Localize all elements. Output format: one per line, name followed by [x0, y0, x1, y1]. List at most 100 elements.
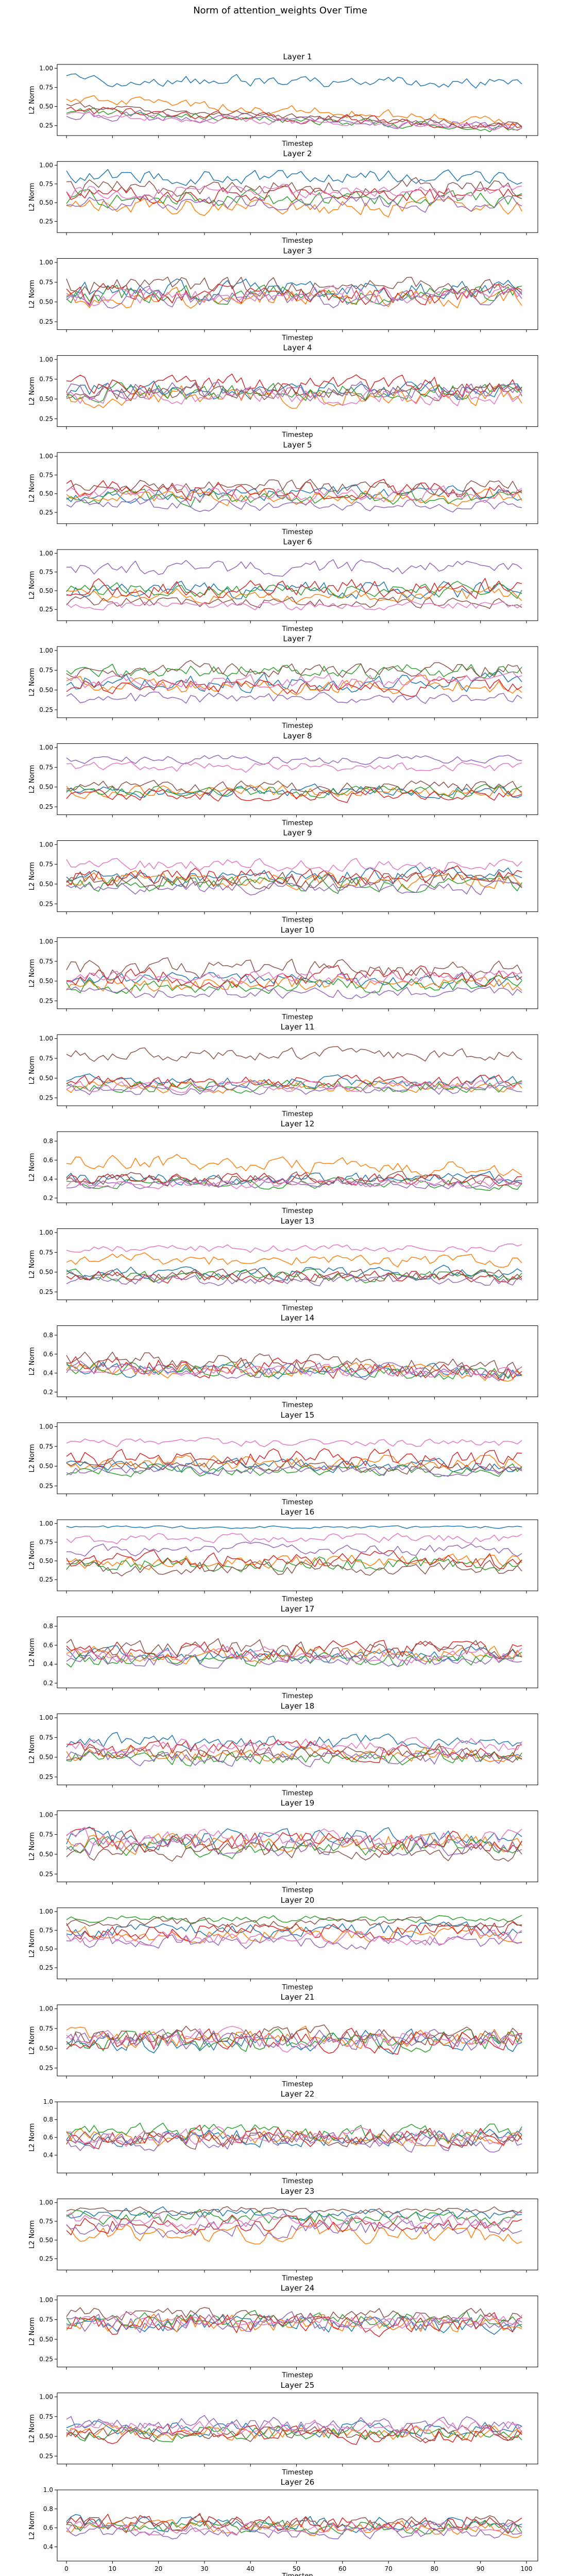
- series-line: [66, 2221, 522, 2245]
- y-tick-label: 0.6: [43, 1641, 53, 1649]
- y-tick-label: 1.00: [39, 2393, 53, 2400]
- series-line: [66, 1550, 522, 1570]
- y-axis-label: L2 Norm: [28, 862, 36, 890]
- y-axis-label: L2 Norm: [28, 1735, 36, 1764]
- subplot: Layer 15 1.00 0.75 0.50 0.25 Timestep L2 Norm: [28, 1410, 538, 1506]
- series-line: [66, 1171, 522, 1186]
- x-tick-label: 70: [384, 2565, 392, 2572]
- series-group: [66, 1046, 522, 1095]
- series-line: [66, 1352, 522, 1376]
- x-tick-label: 30: [200, 2565, 208, 2572]
- series-line: [66, 285, 522, 309]
- series-line: [66, 184, 522, 200]
- y-tick-label: 0.50: [39, 2045, 53, 2052]
- subplot: Layer 9 1.00 0.75 0.50 0.25 Timestep L2 Norm: [28, 828, 538, 924]
- y-axis-label: L2 Norm: [28, 2317, 36, 2346]
- subplot-title: Layer 13: [281, 1216, 315, 1225]
- series-line: [66, 1268, 522, 1283]
- subplot: Layer 25 1.00 0.75 0.50 0.25 Timestep L2 Norm: [28, 2381, 538, 2477]
- y-tick-label: 0.4: [43, 2152, 53, 2159]
- series-line: [66, 2514, 522, 2532]
- subplot: Layer 6 1.00 0.75 0.50 0.25 Timestep L2 Norm: [28, 537, 538, 633]
- plot-frame: [57, 64, 538, 136]
- y-tick-label: 0.25: [39, 1773, 53, 1781]
- y-tick-label: 0.25: [39, 2452, 53, 2459]
- y-axis-label: L2 Norm: [28, 1638, 36, 1667]
- subplot: Layer 18 1.00 0.75 0.50 0.25 Timestep L2 Norm: [28, 1701, 538, 1797]
- series-line: [66, 382, 522, 402]
- y-tick-label: 0.8: [43, 1332, 53, 1339]
- y-tick-label: 0.25: [39, 1576, 53, 1583]
- series-line: [66, 670, 522, 693]
- subplot-title: Layer 4: [283, 343, 312, 353]
- series-line: [66, 1178, 522, 1189]
- series-line: [66, 754, 522, 765]
- series-line: [66, 1046, 522, 1062]
- subplot: Layer 13 1.00 0.75 0.50 0.25 Timestep L2 Norm: [28, 1216, 538, 1312]
- subplot-title: Layer 22: [281, 2089, 315, 2099]
- series-line: [66, 663, 522, 679]
- y-tick-label: 0.8: [43, 1623, 53, 1630]
- y-tick-label: 0.6: [43, 2524, 53, 2532]
- x-axis-label: Timestep: [282, 334, 313, 342]
- subplot: Layer 17 0.8 0.6 0.4 0.2 Timestep L2 Norm: [28, 1604, 538, 1700]
- y-tick-label: 0.25: [39, 997, 53, 1004]
- plot-frame: [57, 1519, 538, 1591]
- subplot: Layer 7 1.00 0.75 0.50 0.25 Timestep L2 Norm: [28, 634, 538, 730]
- y-tick-label: 0.2: [43, 1194, 53, 1202]
- series-line: [66, 580, 522, 599]
- x-axis-label: Timestep: [282, 1692, 313, 1700]
- series-line: [66, 1640, 522, 1662]
- series-line: [66, 1921, 522, 1939]
- x-tick-label: 80: [431, 2565, 438, 2572]
- series-line: [66, 1929, 522, 1946]
- series-group: [66, 1243, 522, 1287]
- series-group: [66, 478, 522, 513]
- y-axis-label: L2 Norm: [28, 1929, 36, 1957]
- subplot-title: Layer 8: [283, 731, 312, 740]
- series-line: [66, 1748, 522, 1768]
- series-line: [66, 1933, 522, 1950]
- series-group: [66, 1638, 522, 1669]
- series-line: [66, 2424, 522, 2442]
- series-line: [66, 107, 522, 132]
- y-tick-label: 0.25: [39, 706, 53, 713]
- series-line: [66, 479, 522, 496]
- y-tick-label: 0.50: [39, 587, 53, 594]
- y-axis-label: L2 Norm: [28, 2123, 36, 2152]
- y-tick-label: 0.75: [39, 569, 53, 576]
- series-line: [66, 478, 522, 501]
- series-line: [66, 975, 522, 994]
- y-tick-label: 1.00: [39, 2199, 53, 2206]
- y-tick-label: 0.75: [39, 1831, 53, 1838]
- y-tick-label: 0.75: [39, 958, 53, 965]
- series-line: [66, 1652, 522, 1668]
- series-line: [66, 498, 522, 513]
- y-tick-label: 0.75: [39, 1443, 53, 1450]
- x-axis-label: Timestep: [282, 2274, 313, 2282]
- series-line: [66, 970, 522, 985]
- series-group: [66, 1915, 522, 1950]
- y-tick-label: 0.75: [39, 1734, 53, 1741]
- series-line: [66, 107, 522, 130]
- subplot-title: Layer 25: [281, 2381, 315, 2390]
- x-axis-label: Timestep: [282, 917, 313, 924]
- series-line: [66, 1084, 522, 1095]
- series-line: [66, 1749, 522, 1767]
- subplot-title: Layer 15: [281, 1410, 315, 1420]
- y-tick-label: 1.0: [43, 2486, 53, 2494]
- subplot: Layer 24 1.00 0.75 0.50 0.25 Timestep L2 Norm: [28, 2284, 538, 2380]
- x-axis-label: Timestep: [282, 237, 313, 245]
- subplot: Layer 4 1.00 0.75 0.50 0.25 Timestep L2 Norm: [28, 343, 538, 439]
- series-group: [66, 373, 522, 409]
- subplot: Layer 11 1.00 0.75 0.50 0.25 Timestep L2 Norm: [28, 1022, 538, 1118]
- series-line: [66, 1074, 522, 1088]
- y-axis-label: L2 Norm: [28, 2026, 36, 2054]
- subplot: Layer 14 0.8 0.6 0.4 0.2 Timestep L2 Norm: [28, 1314, 538, 1409]
- subplot: Layer 20 1.00 0.75 0.50 0.25 Timestep L2 Norm: [28, 1896, 538, 1991]
- y-tick-label: 0.75: [39, 667, 53, 674]
- subplot-title: Layer 3: [283, 246, 312, 255]
- y-axis-label: L2 Norm: [28, 1250, 36, 1278]
- series-group: [66, 2513, 522, 2539]
- x-axis-label: Timestep: [282, 2572, 313, 2576]
